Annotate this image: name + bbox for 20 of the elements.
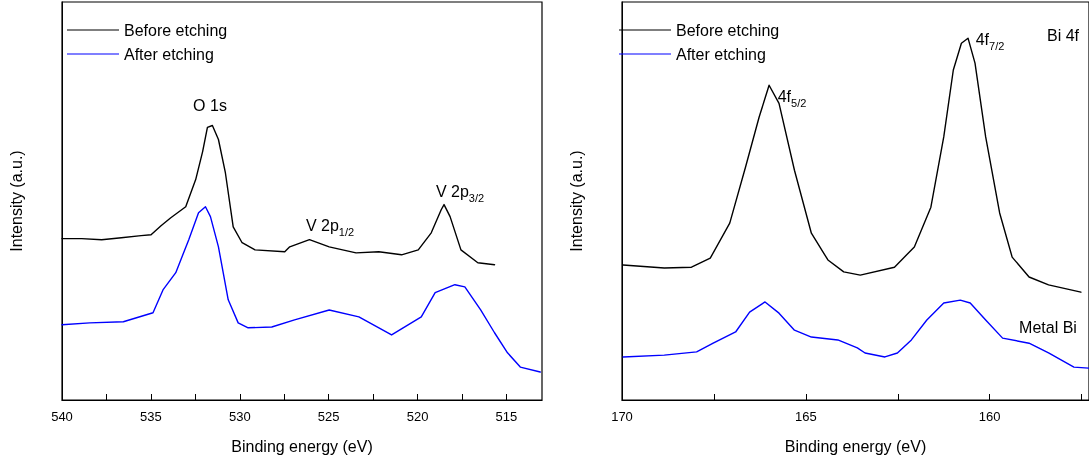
x-tick-label: 525 (317, 409, 340, 424)
y-axis-title: Intensity (a.u.) (567, 150, 585, 252)
legend-label: Before etching (676, 21, 780, 39)
legend-label: After etching (124, 45, 214, 63)
text: O 1s (193, 96, 227, 114)
legend-label: After etching (676, 45, 766, 63)
x-axis-title: Binding energy (eV) (784, 437, 927, 455)
x-axis-title: Binding energy (eV) (231, 437, 373, 455)
annotation: Metal Bi (1019, 318, 1077, 336)
annotation: Bi 4f (1046, 26, 1080, 44)
x-tick-label: 530 (228, 409, 251, 424)
x-tick-label: 170 (611, 409, 633, 424)
y-axis-title: Intensity (a.u.) (7, 150, 25, 252)
x-tick-label: 165 (795, 409, 817, 424)
x-tick-label: 515 (495, 409, 518, 424)
legend-label: Before etching (124, 21, 228, 39)
x-tick-label: 540 (51, 409, 73, 424)
x-tick-label: 535 (140, 409, 162, 424)
x-tick-label: 160 (978, 409, 1001, 424)
x-tick-label: 520 (406, 409, 429, 424)
